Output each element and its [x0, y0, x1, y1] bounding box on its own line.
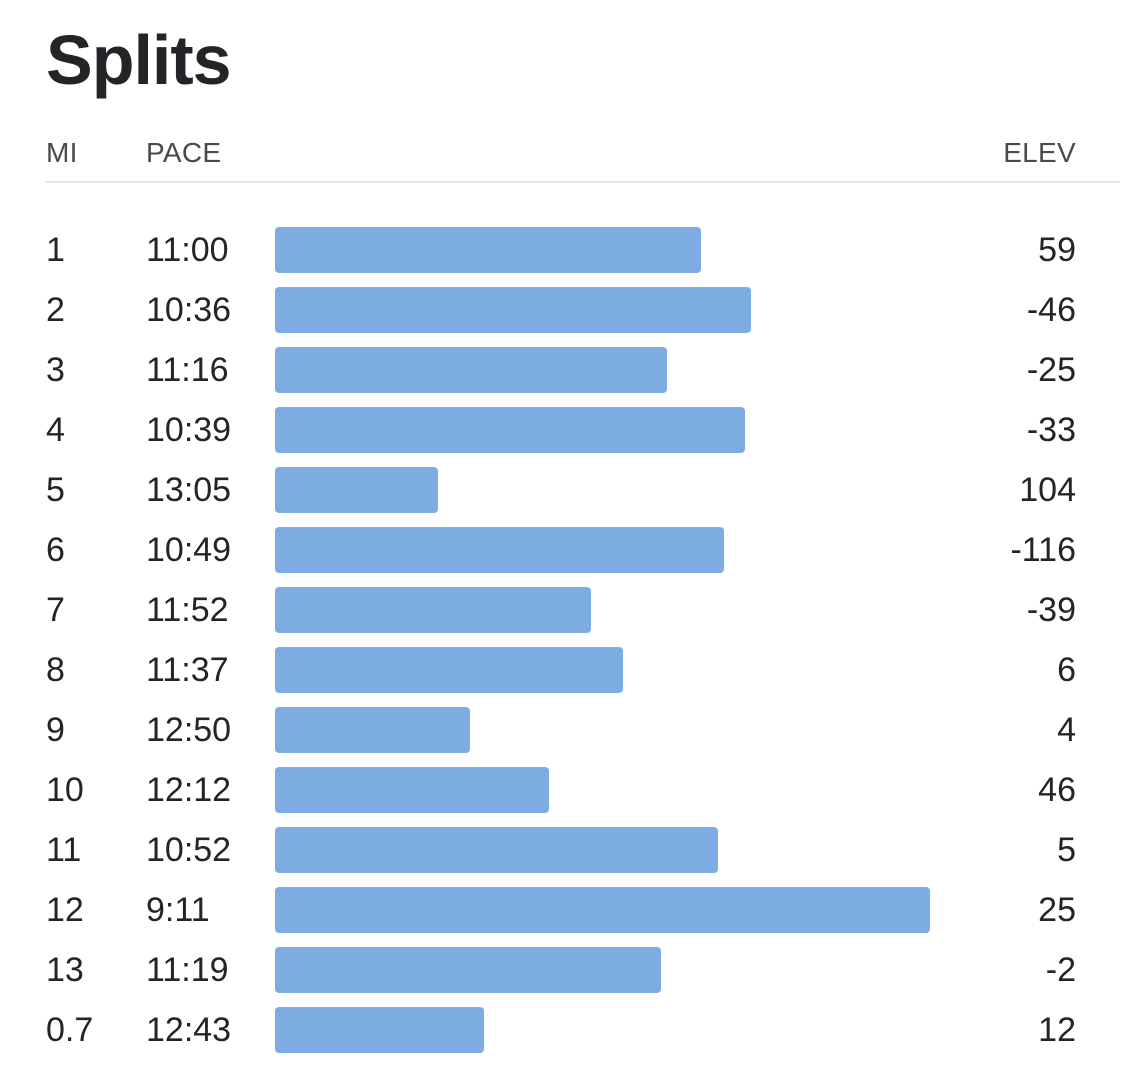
header-pace: PACE: [146, 137, 222, 168]
pace-bar: [275, 287, 751, 333]
pace-value: 11:00: [146, 230, 229, 269]
pace-bar-cell: [275, 347, 986, 393]
mi-value: 13: [46, 950, 84, 989]
pace-bar: [275, 887, 930, 933]
pace-bar-cell: [275, 767, 986, 813]
pace-bar: [275, 467, 438, 513]
pace-bar: [275, 827, 718, 873]
pace-bar-cell: [275, 587, 986, 633]
pace-bar-cell: [275, 287, 986, 333]
pace-value: 12:43: [146, 1010, 232, 1049]
elev-value: -2: [1045, 950, 1076, 989]
table-row: 11 10:52 5: [46, 820, 1120, 880]
pace-bar: [275, 707, 470, 753]
table-row: 12 9:11 25: [46, 880, 1120, 940]
table-body: 1 11:00 59 2 10:36 -46 3 11:16 -25 4 10:…: [46, 220, 1120, 1060]
mi-value: 2: [46, 290, 65, 329]
table-row: 4 10:39 -33: [46, 400, 1120, 460]
elev-value: 59: [1038, 230, 1076, 269]
pace-bar-cell: [275, 827, 986, 873]
elev-value: 12: [1038, 1010, 1076, 1049]
table-row: 0.7 12:43 12: [46, 1000, 1120, 1060]
mi-value: 0.7: [46, 1010, 94, 1049]
pace-value: 12:50: [146, 710, 232, 749]
mi-value: 5: [46, 470, 65, 509]
mi-value: 7: [46, 590, 65, 629]
elev-value: 104: [1019, 470, 1076, 509]
table-header-row: MI PACE ELEV: [46, 138, 1120, 167]
pace-bar-cell: [275, 527, 986, 573]
elev-value: -39: [1026, 590, 1076, 629]
pace-bar-cell: [275, 407, 986, 453]
table-row: 7 11:52 -39: [46, 580, 1120, 640]
pace-value: 11:19: [146, 950, 229, 989]
mi-value: 12: [46, 890, 84, 929]
table-row: 10 12:12 46: [46, 760, 1120, 820]
pace-bar-cell: [275, 707, 986, 753]
pace-value: 11:16: [146, 350, 229, 389]
pace-bar: [275, 587, 591, 633]
mi-value: 6: [46, 530, 65, 569]
pace-value: 10:49: [146, 530, 232, 569]
pace-value: 12:12: [146, 770, 232, 809]
table-row: 13 11:19 -2: [46, 940, 1120, 1000]
header-mi: MI: [46, 137, 78, 168]
pace-bar: [275, 527, 724, 573]
elev-value: 25: [1038, 890, 1076, 929]
splits-table: MI PACE ELEV 1 11:00 59 2 10:36 -46 3 11…: [46, 138, 1120, 1060]
pace-bar-cell: [275, 887, 986, 933]
pace-bar: [275, 767, 549, 813]
elev-value: -46: [1026, 290, 1076, 329]
pace-value: 13:05: [146, 470, 232, 509]
mi-value: 11: [46, 830, 82, 869]
pace-bar: [275, 1007, 484, 1053]
table-row: 8 11:37 6: [46, 640, 1120, 700]
elev-value: 46: [1038, 770, 1076, 809]
mi-value: 10: [46, 770, 84, 809]
pace-bar-cell: [275, 1007, 986, 1053]
mi-value: 9: [46, 710, 65, 749]
pace-bar-cell: [275, 647, 986, 693]
pace-value: 10:36: [146, 290, 232, 329]
elev-value: -116: [1010, 530, 1076, 569]
pace-value: 11:52: [146, 590, 229, 629]
pace-bar-cell: [275, 467, 986, 513]
table-row: 3 11:16 -25: [46, 340, 1120, 400]
header-elev: ELEV: [1003, 137, 1076, 168]
pace-value: 10:52: [146, 830, 232, 869]
table-row: 6 10:49 -116: [46, 520, 1120, 580]
elev-value: -33: [1026, 410, 1076, 449]
pace-bar: [275, 347, 667, 393]
elev-value: 6: [1057, 650, 1076, 689]
mi-value: 8: [46, 650, 65, 689]
pace-value: 10:39: [146, 410, 232, 449]
pace-bar: [275, 407, 745, 453]
pace-bar-cell: [275, 947, 986, 993]
elev-value: 5: [1057, 830, 1076, 869]
mi-value: 1: [46, 230, 65, 269]
table-row: 5 13:05 104: [46, 460, 1120, 520]
table-row: 9 12:50 4: [46, 700, 1120, 760]
pace-bar-cell: [275, 227, 986, 273]
pace-bar: [275, 947, 661, 993]
pace-bar: [275, 227, 701, 273]
elev-value: -25: [1026, 350, 1076, 389]
elev-value: 4: [1057, 710, 1076, 749]
header-divider: [46, 181, 1120, 183]
pace-value: 9:11: [146, 890, 210, 929]
pace-bar: [275, 647, 623, 693]
mi-value: 4: [46, 410, 65, 449]
table-row: 2 10:36 -46: [46, 280, 1120, 340]
pace-value: 11:37: [146, 650, 229, 689]
table-row: 1 11:00 59: [46, 220, 1120, 280]
mi-value: 3: [46, 350, 65, 389]
section-title: Splits: [46, 21, 232, 99]
